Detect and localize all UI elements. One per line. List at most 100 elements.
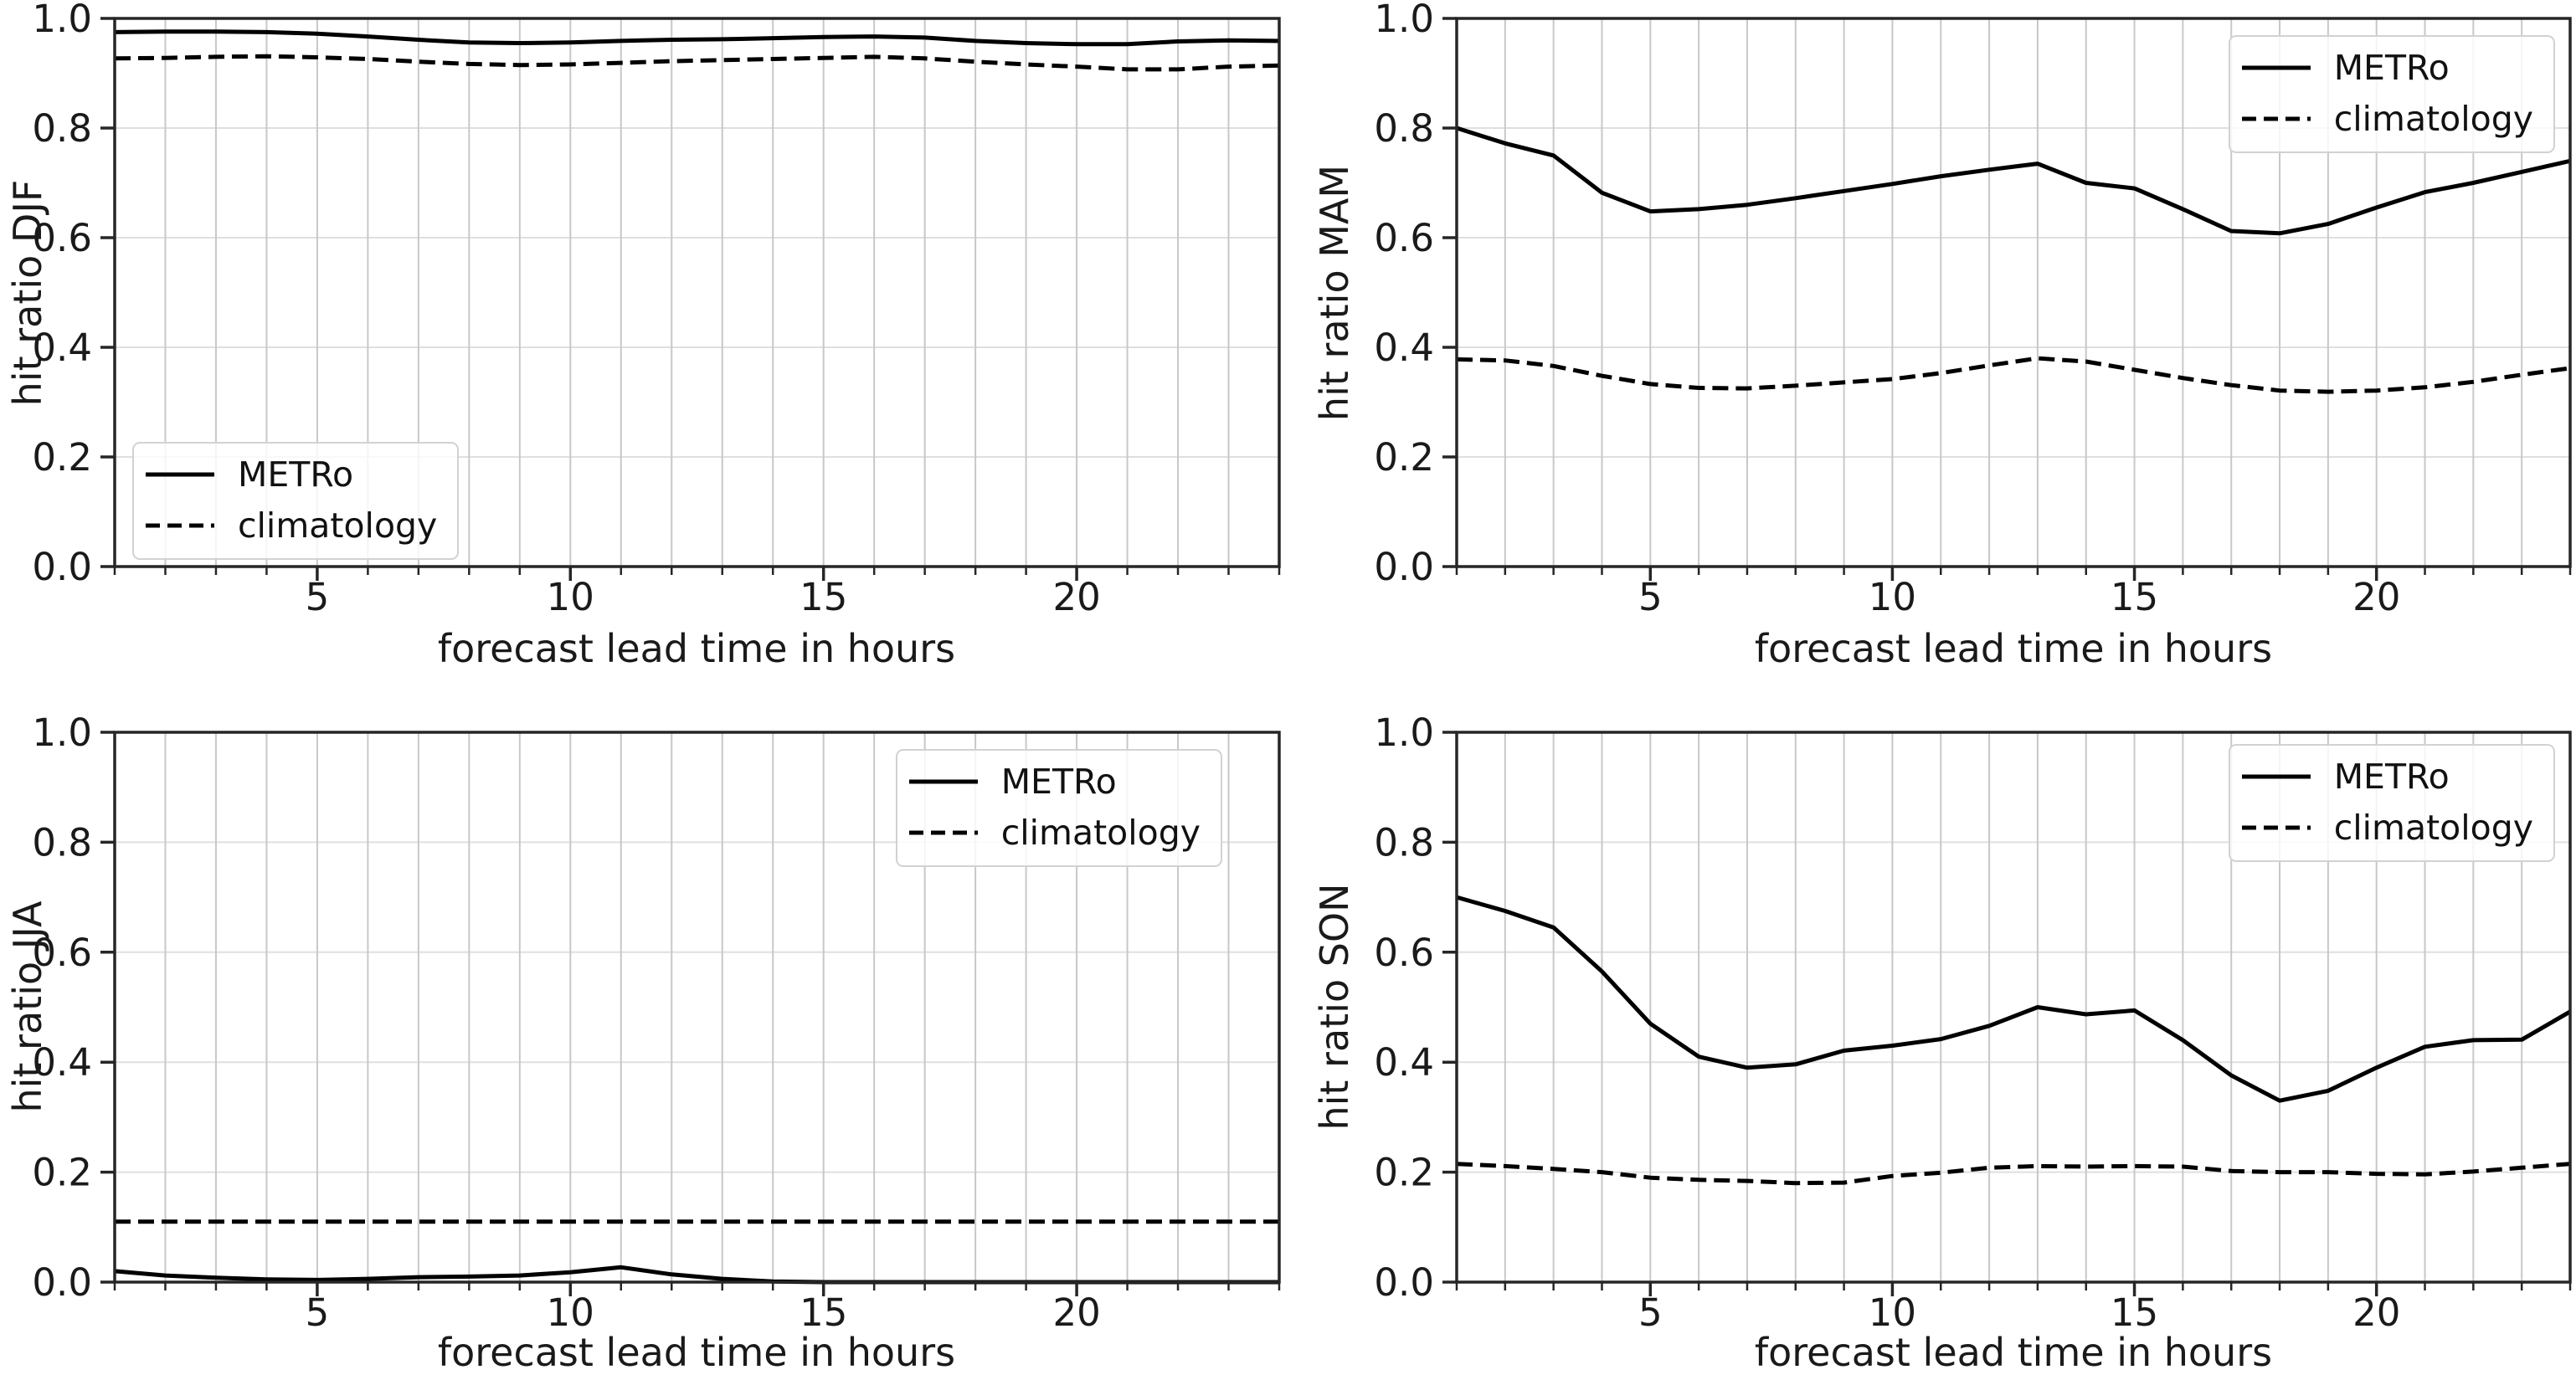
series-climatology-line — [114, 54, 1280, 72]
x-ticks — [113, 567, 1281, 581]
legend-label-climatology: climatology — [238, 505, 438, 546]
x-ticks — [1455, 1282, 2572, 1296]
svg-text:0.0: 0.0 — [32, 1260, 92, 1305]
svg-text:0.8: 0.8 — [1374, 820, 1434, 865]
solid-line-sample — [2241, 65, 2311, 70]
legend-label-climatology: climatology — [2333, 808, 2533, 848]
legend-djf: METRo climatology — [132, 442, 460, 560]
y-axis-label-jja: hit ratio JJA — [5, 900, 50, 1113]
svg-text:15: 15 — [800, 1290, 847, 1335]
series-climatology-line — [1456, 1162, 2571, 1186]
legend-label-metro: METRo — [238, 454, 354, 495]
y-ticks — [1442, 17, 1457, 568]
dashed-line-sample — [146, 523, 214, 528]
legend-label-metro: METRo — [2333, 48, 2450, 88]
svg-text:10: 10 — [1869, 575, 1916, 619]
chart-hit-ratio-djf: 0.0 0.2 0.4 0.6 0.8 1.0 5 10 15 20 hit ratio DJF … — [0, 0, 1288, 683]
solid-line-sample — [908, 779, 978, 784]
series-metro-line — [1456, 126, 2571, 236]
axes-spines — [113, 17, 1281, 568]
y-ticks — [100, 731, 115, 1284]
svg-text:0.6: 0.6 — [32, 216, 92, 260]
svg-text:0.0: 0.0 — [32, 545, 92, 589]
legend-jja: METRo climatology — [895, 749, 1222, 867]
svg-text:0.8: 0.8 — [1374, 106, 1434, 151]
y-ticks — [100, 17, 115, 568]
y-tick-labels: 0.0 0.2 0.4 0.6 0.8 1.0 — [1374, 711, 1434, 1305]
svg-text:5: 5 — [1638, 575, 1663, 619]
legend-item-climatology: climatology — [2241, 808, 2533, 848]
legend-item-climatology: climatology — [2241, 99, 2533, 139]
svg-text:1.0: 1.0 — [1374, 0, 1434, 41]
svg-text:0.6: 0.6 — [1374, 216, 1434, 260]
svg-text:0.8: 0.8 — [32, 820, 92, 865]
solid-line-sample — [146, 472, 214, 477]
plot-area-djf: 0.0 0.2 0.4 0.6 0.8 1.0 5 10 15 20 — [32, 0, 1281, 619]
legend-label-climatology: climatology — [1000, 813, 1201, 853]
legend-item-metro: METRo — [2241, 48, 2533, 88]
svg-text:20: 20 — [1052, 1290, 1100, 1335]
svg-text:0.6: 0.6 — [1374, 931, 1434, 975]
dashed-line-sample — [908, 830, 978, 835]
series-climatology-line — [1456, 356, 2571, 394]
x-axis-label-jja: forecast lead time in hours — [437, 1330, 956, 1375]
x-axis-label-djf: forecast lead time in hours — [437, 626, 956, 671]
svg-text:20: 20 — [2352, 575, 2400, 619]
y-ticks — [1442, 731, 1457, 1284]
plot-area-jja: 0.0 0.2 0.4 0.6 0.8 1.0 5 10 15 20 — [32, 711, 1281, 1335]
series-metro-line — [114, 29, 1280, 47]
x-axis-label-mam: forecast lead time in hours — [1754, 626, 2273, 671]
legend-item-metro: METRo — [2241, 757, 2533, 797]
legend-item-climatology: climatology — [908, 813, 1201, 853]
x-ticks — [113, 1282, 1281, 1296]
legend-item-metro: METRo — [146, 454, 437, 495]
svg-text:1.0: 1.0 — [1374, 711, 1434, 755]
svg-text:15: 15 — [800, 575, 847, 619]
legend-label-metro: METRo — [2333, 757, 2450, 797]
grid-vertical — [164, 18, 1230, 567]
grid-horizontal — [115, 127, 1279, 458]
chart-hit-ratio-mam: 0.0 0.2 0.4 0.6 0.8 1.0 5 10 15 20 hit ratio MAM … — [1288, 0, 2576, 683]
legend-label-climatology: climatology — [2333, 99, 2533, 139]
svg-text:5: 5 — [306, 1290, 330, 1335]
x-tick-labels: 5 10 15 20 — [306, 1290, 1101, 1335]
axes-spines — [113, 731, 1281, 1284]
x-tick-labels: 5 10 15 20 — [306, 575, 1101, 619]
dashed-line-sample — [2241, 825, 2311, 830]
svg-text:0.2: 0.2 — [1374, 435, 1434, 480]
y-tick-labels: 0.0 0.2 0.4 0.6 0.8 1.0 — [32, 0, 92, 589]
y-axis-label-mam: hit ratio MAM — [1312, 164, 1357, 422]
svg-text:0.4: 0.4 — [32, 326, 92, 370]
svg-text:0.4: 0.4 — [32, 1040, 92, 1085]
svg-text:0.2: 0.2 — [32, 435, 92, 480]
svg-text:5: 5 — [306, 575, 330, 619]
legend-item-metro: METRo — [908, 762, 1201, 802]
axes-spines — [1455, 731, 2572, 1284]
y-tick-labels: 0.0 0.2 0.4 0.6 0.8 1.0 — [1374, 0, 1434, 589]
axes-spines — [1455, 17, 2572, 568]
series-metro-line — [114, 1265, 1279, 1285]
svg-text:1.0: 1.0 — [32, 0, 92, 41]
svg-text:0.4: 0.4 — [1374, 1040, 1434, 1085]
svg-text:20: 20 — [1052, 575, 1100, 619]
chart-hit-ratio-son: 0.0 0.2 0.4 0.6 0.8 1.0 5 10 15 20 hit ratio SON … — [1288, 684, 2576, 1375]
legend-son: METRo climatology — [2228, 744, 2555, 862]
svg-text:10: 10 — [1869, 1290, 1916, 1335]
solid-line-sample — [2241, 774, 2311, 779]
x-tick-labels: 5 10 15 20 — [1638, 575, 2400, 619]
svg-text:0.0: 0.0 — [1374, 545, 1434, 589]
svg-text:0.4: 0.4 — [1374, 326, 1434, 370]
svg-text:5: 5 — [1638, 1290, 1663, 1335]
y-axis-label-son: hit ratio SON — [1312, 883, 1357, 1131]
svg-text:10: 10 — [547, 1290, 594, 1335]
svg-text:10: 10 — [547, 575, 594, 619]
svg-text:15: 15 — [2111, 1290, 2158, 1335]
legend-label-metro: METRo — [1000, 762, 1117, 802]
y-tick-labels: 0.0 0.2 0.4 0.6 0.8 1.0 — [32, 711, 92, 1305]
x-axis-label-son: forecast lead time in hours — [1754, 1330, 2273, 1375]
svg-text:0.6: 0.6 — [32, 931, 92, 975]
svg-text:0.0: 0.0 — [1374, 1260, 1434, 1305]
chart-hit-ratio-jja: 0.0 0.2 0.4 0.6 0.8 1.0 5 10 15 20 hit ratio JJA … — [0, 684, 1288, 1375]
plot-area-mam: 0.0 0.2 0.4 0.6 0.8 1.0 5 10 15 20 — [1374, 0, 2572, 619]
